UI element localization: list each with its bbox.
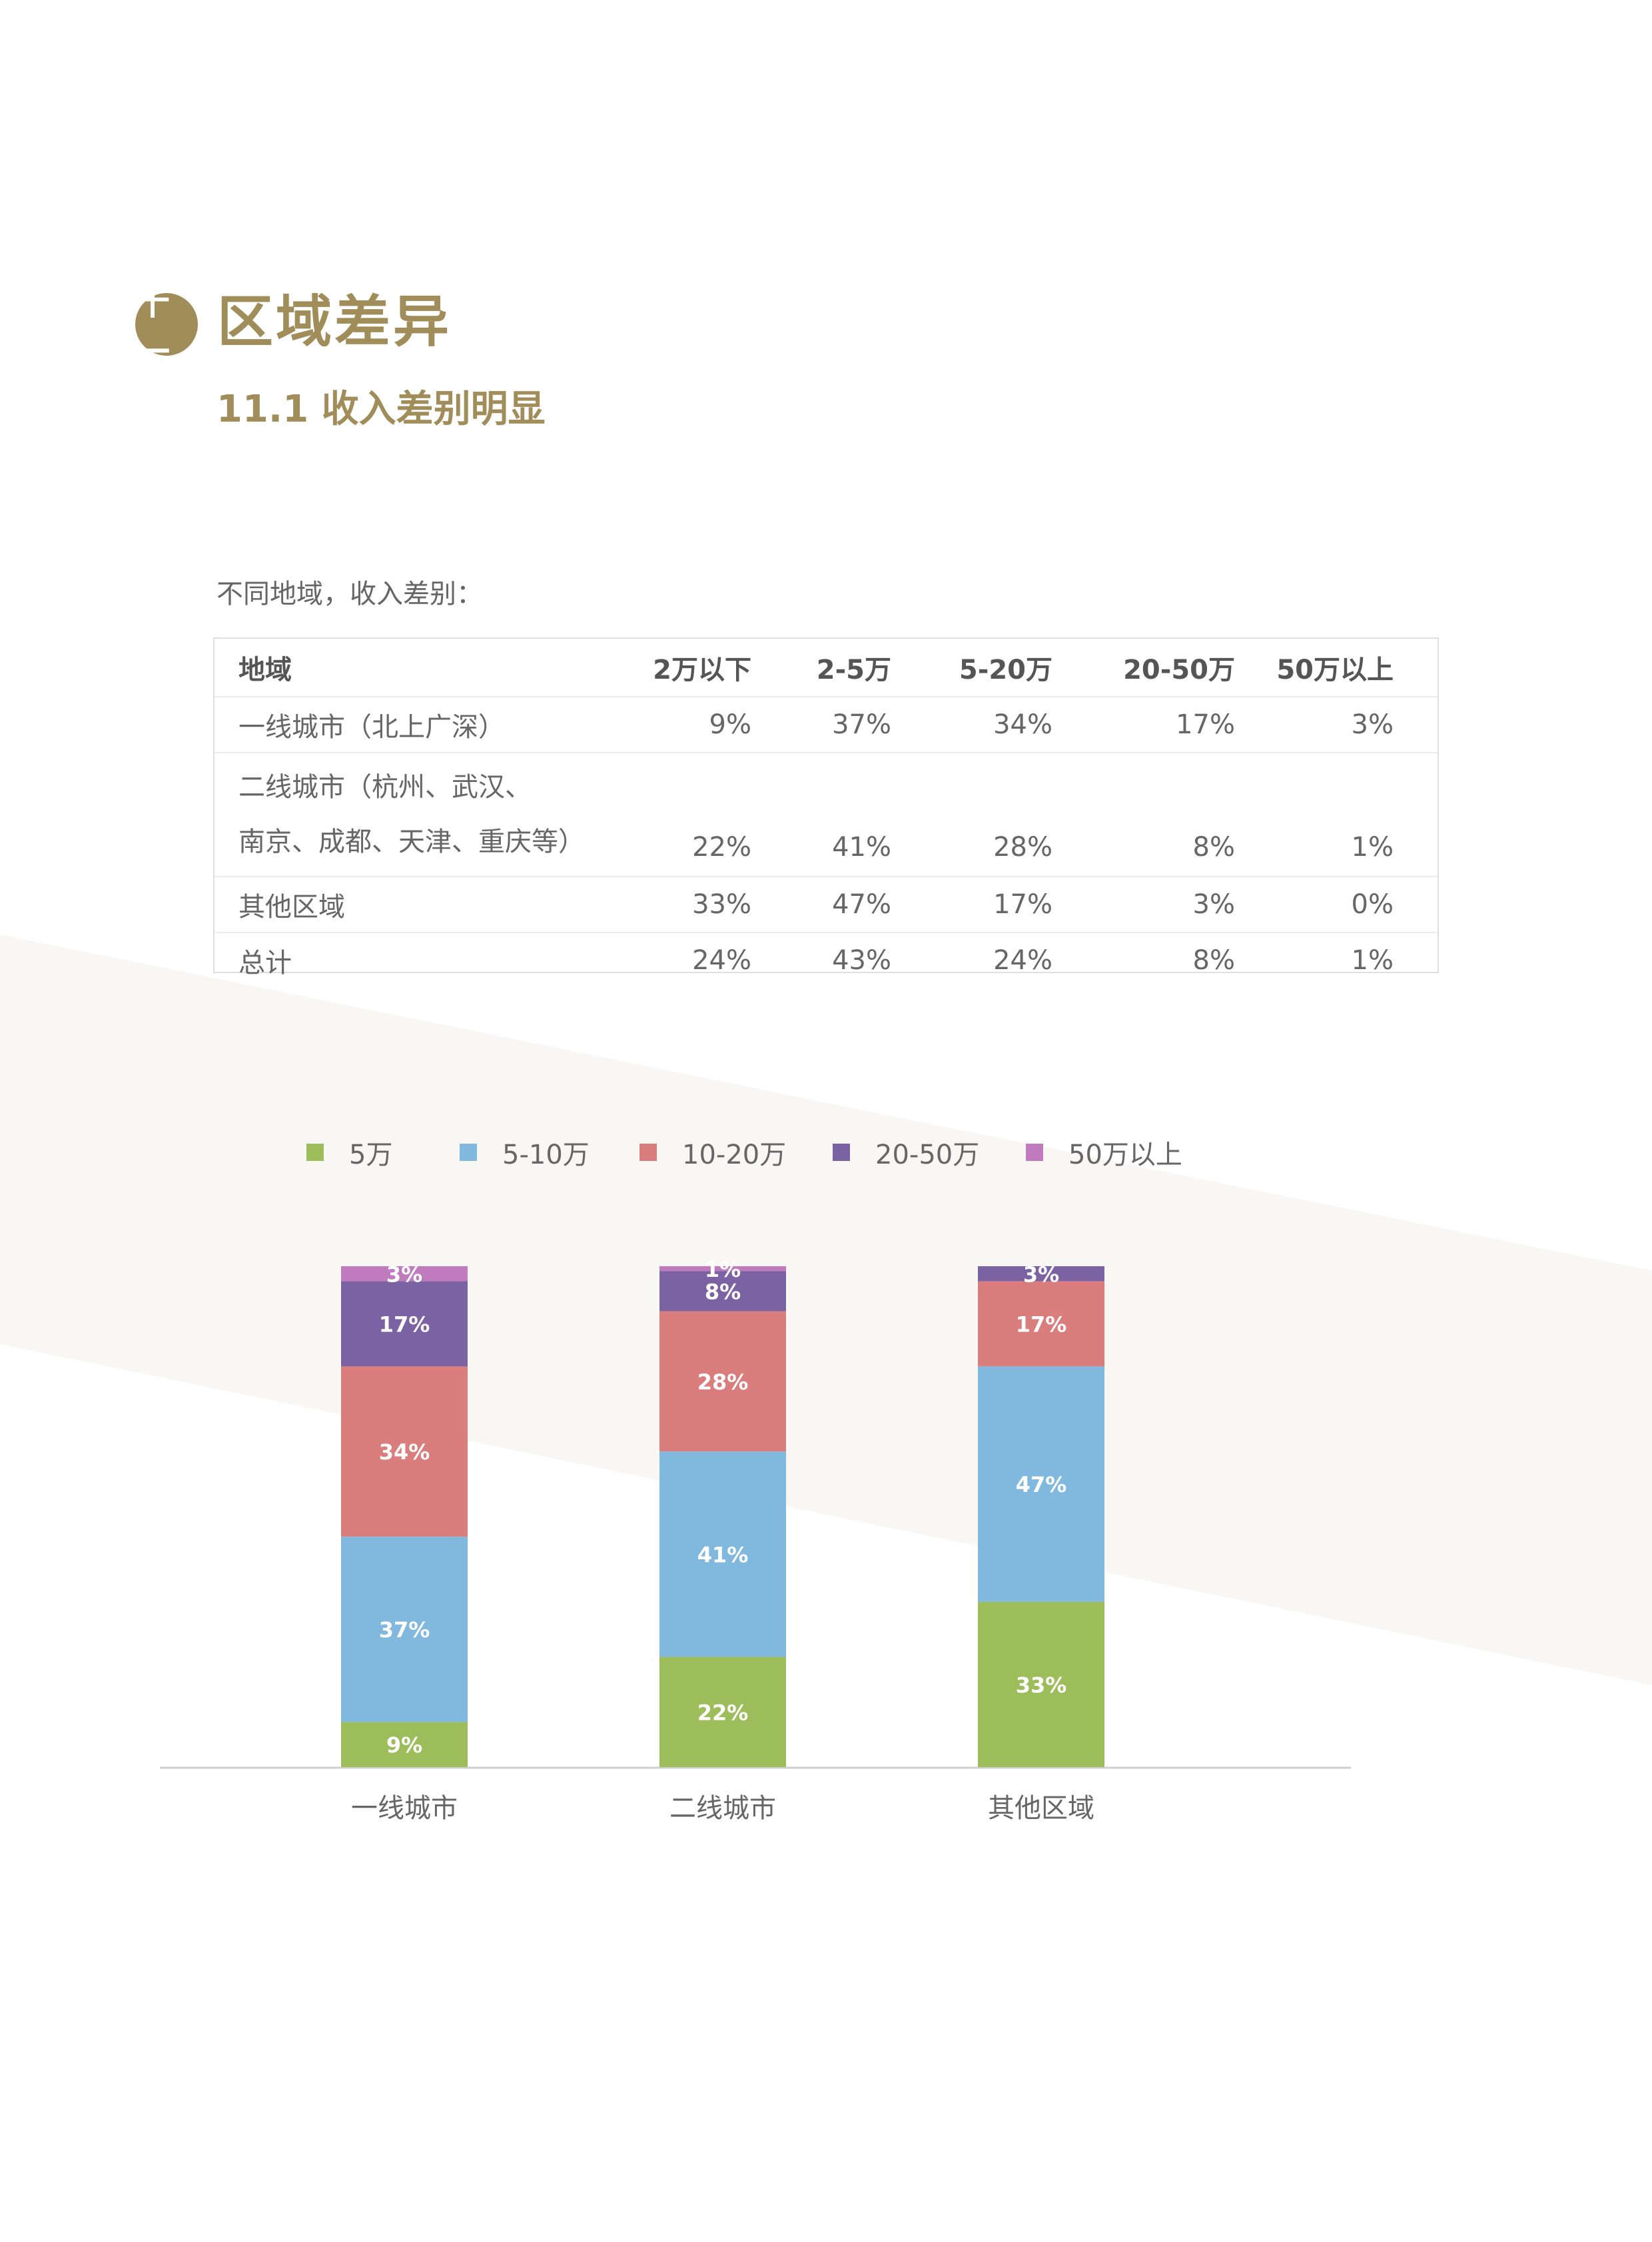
legend-item: 10-20万 bbox=[639, 1132, 786, 1172]
row-region: 其他区域 bbox=[214, 877, 598, 933]
bar-data-label: 22% bbox=[697, 1700, 749, 1725]
legend-label: 5-10万 bbox=[502, 1140, 590, 1170]
header-col: 20-50万 bbox=[1052, 639, 1235, 697]
bar-data-label: 3% bbox=[386, 1262, 422, 1287]
row-cell: 8% bbox=[1192, 945, 1235, 976]
bar-segment bbox=[978, 1266, 1104, 1282]
x-category-label: 一线城市 bbox=[351, 1793, 458, 1824]
bar-segment bbox=[341, 1266, 468, 1282]
row-cell: 34% bbox=[891, 697, 1052, 753]
legend-swatch bbox=[460, 1144, 477, 1161]
header-region: 地域 bbox=[214, 639, 598, 697]
row-cell: 24% bbox=[692, 945, 751, 976]
x-category-label: 其他区域 bbox=[988, 1793, 1094, 1824]
legend-label: 10-20万 bbox=[682, 1140, 787, 1170]
legend-label: 5万 bbox=[349, 1140, 393, 1170]
row-cell: 0% bbox=[1235, 877, 1438, 933]
legend-item: 5-10万 bbox=[460, 1132, 590, 1172]
bar-data-label: 8% bbox=[705, 1280, 741, 1305]
section-number-badge: 十一 bbox=[135, 283, 198, 373]
row-cell: 33% bbox=[598, 877, 751, 933]
table-header-row: 地域 2万以下 2-5万 5-20万 20-50万 50万以上 bbox=[214, 639, 1438, 697]
bar-segment bbox=[341, 1366, 468, 1537]
row-cell: 1% bbox=[1235, 753, 1438, 877]
row-cell: 22% bbox=[598, 753, 751, 877]
row-cell: 3% bbox=[1052, 877, 1235, 933]
stacked-bar-chart: 9% 37% 34% 17% 3% 一线城市 22% 41% 28% 8%1% 二线城市 33% 47%… bbox=[160, 1257, 1351, 1824]
bar-segment bbox=[978, 1281, 1104, 1367]
bar-data-label: 37% bbox=[379, 1617, 430, 1643]
bar-data-label: 17% bbox=[379, 1311, 430, 1337]
bar-data-label: 3% bbox=[1023, 1262, 1059, 1287]
header-col: 2-5万 bbox=[751, 639, 891, 697]
bar-data-label: 41% bbox=[697, 1542, 749, 1567]
row-cell: 17% bbox=[891, 877, 1052, 933]
header-col: 5-20万 bbox=[891, 639, 1052, 697]
row-cell: 3% bbox=[1235, 697, 1438, 753]
row-cell: 1% bbox=[1351, 945, 1394, 976]
header-col: 50万以上 bbox=[1235, 639, 1438, 697]
row-region: 一线城市（北上广深） bbox=[214, 697, 598, 753]
income-table: 地域 2万以下 2-5万 5-20万 20-50万 50万以上 一线城市（北上广… bbox=[213, 637, 1439, 978]
bar-data-label: 1% bbox=[705, 1257, 741, 1282]
bar-data-label: 47% bbox=[1016, 1472, 1067, 1497]
table-caption: 不同地域，收入差别： bbox=[216, 579, 483, 609]
legend-swatch bbox=[833, 1144, 850, 1161]
bar-segment bbox=[659, 1266, 786, 1272]
section-title: 区域差异 bbox=[217, 289, 452, 354]
bar-data-label: 17% bbox=[1016, 1311, 1067, 1337]
income-table-grid: 地域 2万以下 2-5万 5-20万 20-50万 50万以上 一线城市（北上广… bbox=[214, 639, 1438, 988]
legend-item: 20-50万 bbox=[833, 1132, 979, 1172]
bar-data-label: 34% bbox=[379, 1439, 430, 1465]
table-row: 二线城市（杭州、武汉、 南京、成都、天津、重庆等） 22% 41% 28% 8%… bbox=[214, 753, 1438, 877]
legend-label: 50万以上 bbox=[1068, 1140, 1182, 1170]
legend-swatch bbox=[639, 1144, 657, 1161]
background-diagonal-band bbox=[0, 934, 1652, 1685]
row-cell: 43% bbox=[832, 945, 891, 976]
bar-data-label: 28% bbox=[697, 1369, 749, 1395]
legend-label: 20-50万 bbox=[875, 1140, 980, 1170]
table-row: 其他区域 33% 47% 17% 3% 0% bbox=[214, 877, 1438, 933]
bar-segment bbox=[341, 1281, 468, 1367]
bar-data-label: 33% bbox=[1016, 1673, 1067, 1698]
table-row: 一线城市（北上广深） 9% 37% 34% 17% 3% bbox=[214, 697, 1438, 753]
legend-swatch bbox=[306, 1144, 324, 1161]
row-cell: 28% bbox=[891, 753, 1052, 877]
row-cell: 9% bbox=[598, 697, 751, 753]
subsection-title: 11.1 收入差别明显 bbox=[216, 388, 546, 431]
row-cell: 17% bbox=[1052, 697, 1235, 753]
bar-segment bbox=[659, 1271, 786, 1311]
row-cell: 24% bbox=[993, 945, 1052, 976]
x-category-label: 二线城市 bbox=[669, 1793, 776, 1824]
row-cell: 8% bbox=[1052, 753, 1235, 877]
row-cell: 37% bbox=[751, 697, 891, 753]
row-region-line: 二线城市（杭州、武汉、 bbox=[238, 772, 532, 803]
legend-item: 5万 bbox=[306, 1132, 392, 1172]
row-region-line: 南京、成都、天津、重庆等） bbox=[238, 827, 585, 857]
legend-swatch bbox=[1026, 1144, 1043, 1161]
bar-segment bbox=[341, 1722, 468, 1767]
bar-segment bbox=[659, 1451, 786, 1657]
bar-segment bbox=[659, 1657, 786, 1767]
bar-segment bbox=[978, 1601, 1104, 1767]
row-cell: 41% bbox=[751, 753, 891, 877]
header-col: 2万以下 bbox=[598, 639, 751, 697]
table-row: 总计 24% 43% 24% 8% 1% bbox=[214, 933, 1438, 988]
bar-segment bbox=[659, 1311, 786, 1452]
row-cell: 47% bbox=[751, 877, 891, 933]
legend-item: 50万以上 bbox=[1026, 1132, 1182, 1172]
bar-segment bbox=[341, 1537, 468, 1722]
bar-data-label: 9% bbox=[386, 1732, 422, 1758]
bar-segment bbox=[978, 1366, 1104, 1602]
row-region: 总计 bbox=[238, 948, 292, 978]
row-region: 二线城市（杭州、武汉、 南京、成都、天津、重庆等） bbox=[214, 753, 598, 877]
